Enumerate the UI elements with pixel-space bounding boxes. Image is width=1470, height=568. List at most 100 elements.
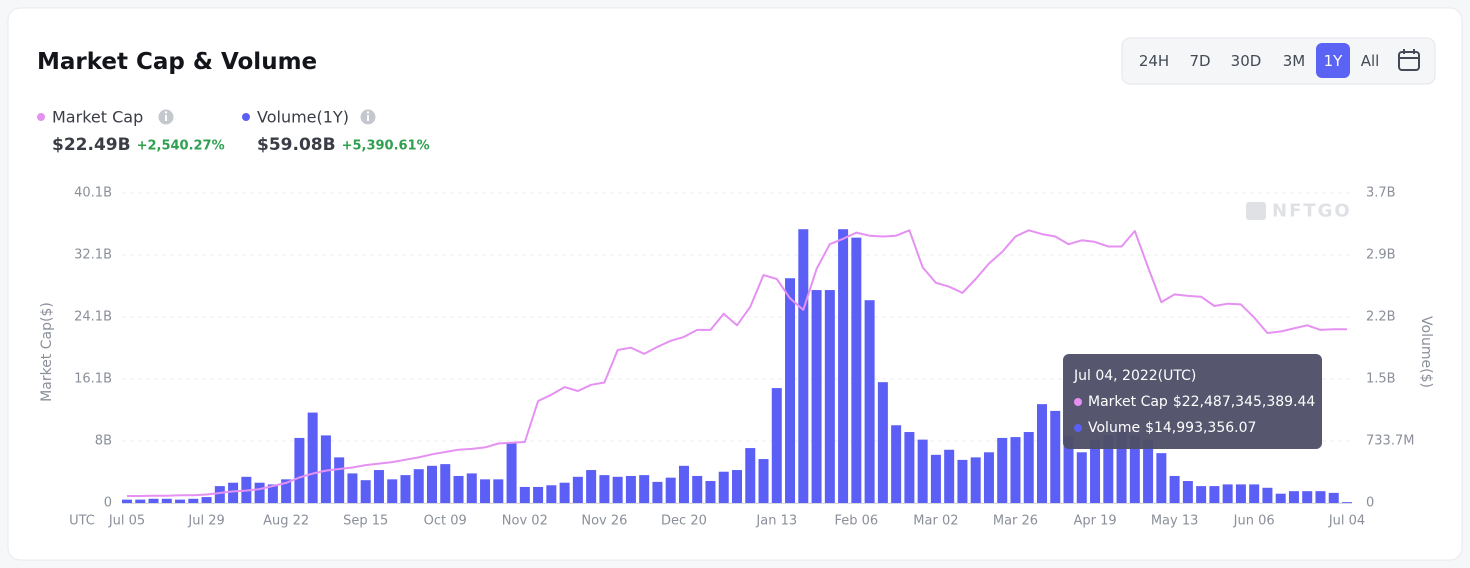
x-tick-label: Mar 26 — [993, 514, 1038, 529]
period-button[interactable]: 3M — [1283, 52, 1306, 70]
info-glyph — [164, 111, 168, 114]
volume-bar — [161, 498, 172, 503]
volume-bar — [1196, 486, 1207, 503]
volume-bar — [493, 479, 504, 503]
volume-bar — [732, 470, 742, 503]
volume-bar — [1275, 493, 1286, 503]
volume-bar — [135, 499, 146, 503]
period-button[interactable]: 7D — [1189, 52, 1210, 70]
volume-bar — [373, 470, 384, 503]
volume-bar — [745, 448, 756, 503]
volume-bar — [639, 475, 650, 503]
volume-bar — [851, 237, 862, 503]
volume-bar — [1143, 439, 1154, 503]
x-tick-label: Mar 02 — [913, 514, 958, 529]
calendar-icon[interactable] — [1398, 51, 1420, 71]
volume-bar — [957, 459, 968, 503]
x-tick-label: Aug 22 — [263, 514, 309, 529]
legend-label: Market Cap — [52, 108, 143, 127]
summary-change: +2,540.27% — [137, 139, 225, 154]
period-selector — [1121, 37, 1436, 85]
volume-bar — [771, 388, 782, 503]
volume-bar — [811, 290, 822, 503]
volume-bar — [1315, 491, 1326, 503]
period-active-bg[interactable] — [1316, 43, 1350, 78]
x-axis-title: UTC — [69, 514, 95, 529]
volume-bar — [1156, 453, 1167, 503]
volume-bar — [944, 449, 955, 503]
summary-value: $59.08B — [257, 135, 336, 155]
summary-value: $22.49B — [52, 135, 131, 155]
volume-bar — [307, 412, 318, 503]
volume-bar — [533, 486, 544, 503]
watermark: NFTGO — [1272, 201, 1352, 222]
period-button[interactable]: 30D — [1231, 52, 1262, 70]
y2-tick-label: 2.2B — [1366, 310, 1396, 325]
y2-axis-title: Volume($) — [1418, 316, 1434, 388]
legend-dot — [37, 113, 45, 121]
period-button[interactable]: All — [1361, 52, 1380, 70]
x-tick-label: Jul 04 — [1328, 514, 1365, 529]
y-tick-label: 8B — [95, 434, 112, 449]
volume-bar — [599, 475, 610, 503]
summary-change: +5,390.61% — [342, 139, 430, 154]
tooltip: Jul 04, 2022(UTC) Market Cap $22,487,345,… — [1063, 354, 1322, 449]
volume-bar — [1342, 502, 1352, 503]
volume-bar — [1209, 486, 1220, 503]
volume-bar — [904, 432, 915, 503]
volume-bar — [692, 475, 703, 503]
volume-bar — [758, 459, 769, 503]
market-cap-line — [127, 229, 1347, 497]
volume-bar — [997, 437, 1008, 503]
volume-bar — [1169, 475, 1180, 503]
period-button[interactable]: 24H — [1139, 52, 1169, 70]
volume-bar — [1249, 484, 1260, 503]
volume-bar — [519, 486, 530, 503]
volume-bar — [546, 485, 557, 503]
volume-bar — [864, 300, 875, 503]
volume-bar — [267, 484, 278, 503]
tooltip-dot — [1074, 424, 1082, 432]
volume-bar — [1076, 452, 1087, 503]
volume-bar — [678, 465, 689, 503]
volume-bar — [294, 437, 305, 503]
tooltip-dot — [1074, 398, 1082, 406]
volume-bar — [440, 464, 451, 503]
volume-bar — [1023, 432, 1034, 503]
volume-bar — [281, 479, 292, 503]
y-axis-title: Market Cap($) — [39, 302, 55, 402]
volume-bar — [1302, 491, 1313, 503]
volume-bar — [1129, 435, 1140, 503]
volume-bar — [824, 290, 835, 503]
volume-bar — [148, 498, 159, 503]
volume-bar — [122, 499, 132, 503]
info-icon[interactable] — [360, 109, 376, 125]
y2-tick-label: 0 — [1366, 496, 1374, 511]
volume-bar — [559, 482, 570, 503]
x-tick-label: Dec 20 — [661, 514, 707, 529]
volume-bar — [360, 480, 371, 503]
volume-bar — [1090, 439, 1101, 503]
volume-bar — [1328, 492, 1339, 503]
watermark-logo — [1246, 202, 1266, 220]
volume-bar — [572, 476, 583, 503]
period-button[interactable]: 1Y — [1324, 52, 1344, 70]
volume-bar — [214, 486, 225, 503]
volume-bar — [1262, 487, 1273, 503]
tooltip-name: Volume — [1088, 420, 1140, 436]
y-tick-label: 40.1B — [74, 186, 112, 201]
volume-bar — [718, 471, 729, 503]
x-tick-label: Jul 29 — [187, 514, 224, 529]
info-icon[interactable] — [158, 109, 174, 125]
x-tick-label: Feb 06 — [834, 514, 878, 529]
tooltip-title: Jul 04, 2022(UTC) — [1073, 368, 1196, 384]
volume-bar — [983, 452, 994, 503]
volume-bar — [413, 469, 424, 503]
volume-bar — [400, 475, 411, 503]
calendar-button[interactable] — [1398, 49, 1420, 71]
volume-bar — [1116, 431, 1127, 503]
legend-label: Volume(1Y) — [257, 108, 349, 127]
x-tick-label: Sep 15 — [343, 514, 388, 529]
